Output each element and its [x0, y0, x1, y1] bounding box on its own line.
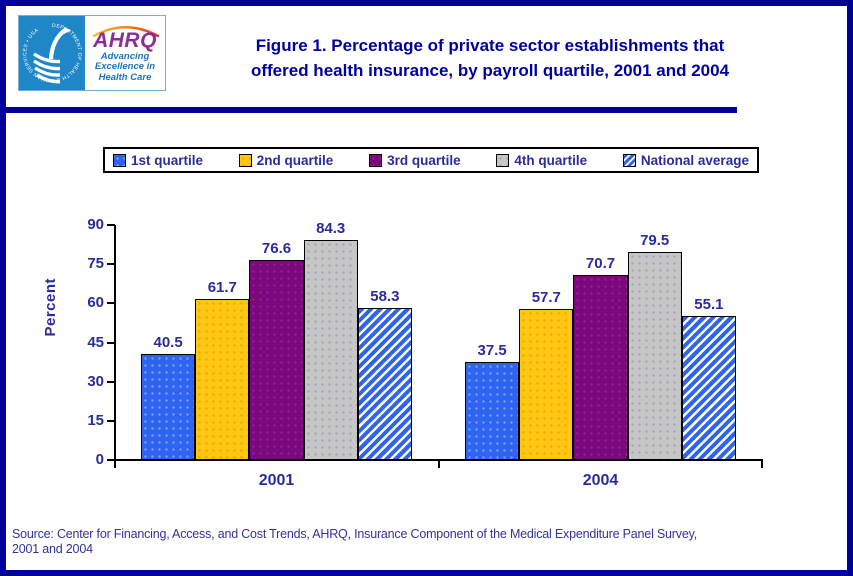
y-tick-label: 75: [87, 255, 104, 273]
ahrq-wordmark: AHRQ: [93, 28, 157, 52]
y-axis-line: [114, 225, 116, 462]
legend-swatch-icon: [622, 153, 636, 167]
bar-2001-national-average: [357, 307, 412, 460]
ahrq-rainbow-arc-icon: [92, 25, 160, 37]
bar-2001-2nd-quartile: [195, 298, 250, 460]
x-axis-line: [114, 459, 763, 461]
x-tick-mark: [761, 461, 763, 468]
bar-2001-1st-quartile: [141, 354, 196, 460]
bar-2001-3rd-quartile: [249, 259, 304, 460]
legend-item-1st-quartile: 1st quartile: [113, 153, 203, 168]
y-tick-mark: [107, 459, 115, 461]
bar-2004-3rd-quartile: [573, 275, 628, 460]
chart-legend: 1st quartile 2nd quartile 3rd quartile 4th …: [103, 147, 759, 173]
bar-value-label: 55.1: [694, 296, 724, 314]
y-tick-mark: [107, 380, 115, 383]
legend-swatch-icon: [496, 153, 510, 167]
y-tick-label: 30: [87, 372, 104, 390]
hhs-eagle-icon: DEPARTMENT OF HEALTH & HUMAN SERVICES • …: [22, 23, 82, 84]
y-axis-title: Percent: [42, 278, 59, 337]
bar-value-label: 79.5: [640, 232, 670, 250]
x-tick-mark: [437, 461, 440, 468]
figure-title-line2: offered health insurance, by payroll qua…: [250, 61, 730, 80]
bar-value-label: 58.3: [370, 287, 400, 305]
y-tick-label: 45: [87, 333, 104, 351]
bar-2001-4th-quartile: [303, 239, 358, 460]
bar-value-label: 76.6: [261, 239, 292, 257]
bar-value-label: 61.7: [207, 278, 237, 296]
y-tick-label: 15: [87, 411, 104, 429]
ahrq-tagline-line3: Health Care: [98, 71, 152, 83]
y-tick-mark: [107, 224, 115, 226]
source-line2: 2001 and 2004: [12, 541, 93, 556]
y-tick-mark: [107, 341, 115, 344]
legend-swatch-icon: [369, 153, 383, 167]
source-note: Source: Center for Financing, Access, an…: [12, 527, 822, 556]
legend-item-label: National average: [640, 152, 749, 168]
y-tick-mark: [107, 419, 115, 422]
bar-chart: 0 15 30 45 60 75 90 40.5 61.7 76.6 84.3 58.3 2001 37.…: [0, 180, 853, 510]
bar-2004-4th-quartile: [627, 252, 682, 460]
y-tick-mark: [107, 263, 115, 266]
ahrq-tagline: Advancing Excellence in Health Care: [94, 50, 156, 84]
legend-swatch-icon: [113, 153, 126, 167]
bar-2004-1st-quartile: [465, 362, 520, 460]
legend-item-label: 1st quartile: [131, 152, 204, 168]
x-category-label: 2001: [258, 472, 295, 489]
bar-value-label: 37.5: [477, 342, 507, 360]
bar-2004-2nd-quartile: [519, 309, 574, 460]
legend-item-4th-quartile: 4th quartile: [496, 153, 587, 168]
y-tick-label: 60: [87, 294, 104, 312]
legend-item-national-average: National average: [622, 152, 749, 168]
hhs-seal: DEPARTMENT OF HEALTH & HUMAN SERVICES • …: [19, 16, 85, 90]
legend-item-label: 2nd quartile: [256, 152, 334, 168]
ahrq-tagline-line1: Advancing: [100, 50, 150, 62]
bar-2004-national-average: [681, 316, 736, 460]
y-tick-label: 90: [87, 216, 104, 233]
y-tick-mark: [107, 302, 115, 305]
legend-item-2nd-quartile: 2nd quartile: [238, 152, 334, 168]
bar-value-label: 84.3: [316, 219, 346, 237]
ahrq-tagline-line2: Excellence in: [94, 61, 156, 73]
x-category-label: 2004: [582, 472, 619, 489]
y-tick-label: 0: [95, 451, 104, 468]
bar-value-label: 70.7: [585, 255, 616, 273]
hhs-ahrq-logo: DEPARTMENT OF HEALTH & HUMAN SERVICES • …: [18, 15, 166, 91]
bar-value-label: 57.7: [531, 289, 561, 307]
x-tick-mark: [114, 461, 116, 468]
legend-swatch-icon: [238, 153, 252, 167]
legend-item-3rd-quartile: 3rd quartile: [369, 153, 461, 168]
figure-title: Figure 1. Percentage of private sector e…: [190, 33, 790, 83]
bar-value-label: 40.5: [153, 334, 183, 352]
header-divider: [0, 107, 737, 113]
ahrq-logo-panel: AHRQ Advancing Excellence in Health Care: [85, 16, 165, 90]
legend-item-label: 4th quartile: [514, 152, 588, 168]
figure-title-line1: Figure 1. Percentage of private sector e…: [255, 36, 725, 55]
legend-item-label: 3rd quartile: [387, 152, 461, 168]
source-line1: Source: Center for Financing, Access, an…: [12, 527, 697, 541]
